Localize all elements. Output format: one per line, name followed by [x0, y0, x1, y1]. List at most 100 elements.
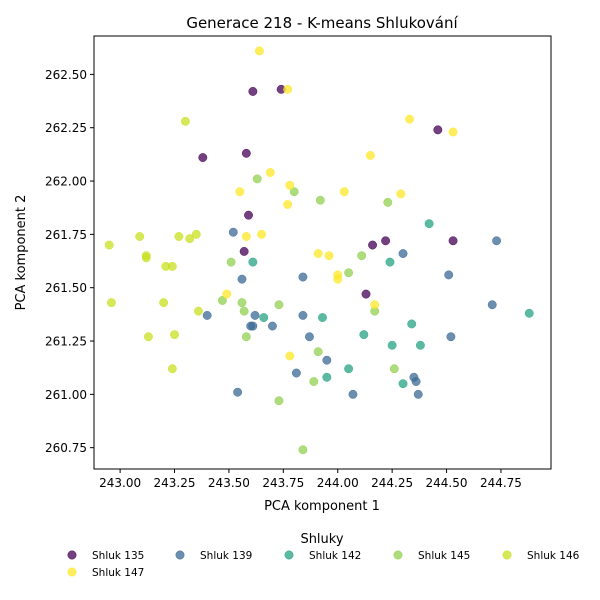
data-point	[241, 332, 251, 342]
legend: Shluk 135 Shluk 139 Shluk 142 Shluk 145 Shlu…	[67, 550, 580, 579]
data-point	[191, 229, 201, 239]
series-group	[248, 219, 534, 389]
legend-marker	[502, 550, 512, 560]
data-point	[291, 368, 301, 378]
data-point	[318, 313, 327, 323]
data-point	[170, 330, 179, 340]
y-tick-label: 261.75	[45, 228, 87, 242]
legend-title: Shluky	[300, 532, 343, 547]
x-tick-label: 243.75	[262, 476, 304, 490]
data-point	[239, 246, 249, 256]
x-tick-label: 243.50	[208, 476, 250, 490]
data-point	[222, 289, 232, 299]
chart-title: Generace 218 - K-means Shlukování	[186, 14, 458, 32]
data-point	[492, 236, 502, 246]
data-point	[344, 364, 354, 374]
data-point	[361, 289, 371, 299]
legend-label: Shluk 146	[527, 550, 580, 562]
data-point	[159, 298, 169, 308]
legend-label: Shluk 135	[92, 550, 144, 562]
data-point	[524, 308, 534, 318]
data-point	[285, 351, 295, 361]
data-point	[106, 298, 116, 308]
data-point	[274, 300, 284, 310]
data-point	[396, 189, 406, 199]
data-point	[244, 210, 253, 220]
data-point	[315, 195, 325, 205]
data-point	[448, 127, 458, 137]
data-point	[383, 197, 393, 207]
data-point	[298, 272, 308, 282]
data-point	[265, 168, 275, 177]
data-point	[104, 240, 114, 250]
data-point	[313, 249, 323, 259]
data-point	[398, 379, 408, 389]
data-point	[228, 227, 238, 237]
data-point	[237, 298, 247, 308]
data-point	[257, 229, 267, 239]
data-point	[259, 313, 269, 323]
data-point	[298, 310, 308, 320]
y-tick-label: 262.50	[45, 68, 87, 82]
data-point	[487, 300, 497, 310]
data-point	[405, 114, 414, 124]
data-point	[344, 268, 354, 278]
data-point	[424, 219, 434, 229]
legend-marker	[284, 550, 294, 560]
data-point	[385, 257, 395, 267]
data-point	[357, 251, 367, 261]
x-tick-label: 243.25	[154, 476, 196, 490]
data-point	[174, 232, 184, 241]
legend-marker	[67, 567, 77, 577]
data-point	[180, 116, 190, 126]
data-point	[283, 200, 293, 209]
data-point	[359, 330, 369, 340]
data-point	[248, 321, 258, 331]
data-point	[348, 389, 358, 399]
data-point	[233, 387, 243, 397]
legend-item: Shluk 146	[502, 550, 580, 562]
data-point	[446, 332, 456, 342]
data-point	[248, 257, 258, 267]
data-point	[333, 274, 343, 284]
data-point	[167, 261, 177, 271]
legend-label: Shluk 142	[309, 550, 361, 562]
legend-label: Shluk 145	[418, 550, 470, 562]
data-point	[289, 187, 299, 197]
data-point	[389, 364, 399, 374]
data-point	[322, 372, 332, 382]
data-point	[167, 364, 177, 374]
data-point	[194, 306, 203, 316]
legend-item: Shluk 139	[175, 550, 252, 562]
data-point	[433, 125, 443, 135]
data-point	[411, 377, 421, 386]
data-point	[202, 310, 212, 320]
data-point	[448, 236, 458, 246]
data-point	[444, 270, 454, 280]
data-point	[235, 187, 245, 197]
data-point	[365, 150, 375, 160]
legend-marker	[393, 550, 403, 560]
legend-marker	[175, 550, 185, 560]
data-point	[237, 274, 247, 284]
x-tick-label: 244.50	[426, 476, 468, 490]
data-point	[143, 332, 153, 342]
legend-item: Shluk 145	[393, 550, 470, 562]
y-tick-label: 260.75	[45, 441, 87, 455]
y-axis-title: PCA komponent 2	[14, 195, 29, 311]
data-point	[339, 187, 349, 197]
series-group	[222, 46, 458, 361]
x-tick-label: 244.75	[480, 476, 522, 490]
data-point	[248, 87, 258, 96]
data-point	[313, 347, 323, 357]
data-point	[141, 253, 151, 263]
data-point	[241, 232, 251, 241]
data-point	[267, 321, 277, 331]
data-point	[304, 332, 314, 342]
legend-marker	[67, 550, 77, 560]
data-point	[413, 389, 423, 399]
y-tick-label: 262.25	[45, 121, 87, 135]
y-axis: 260.75 261.00 261.25 261.50 261.75 262.00 262.…	[45, 68, 94, 455]
